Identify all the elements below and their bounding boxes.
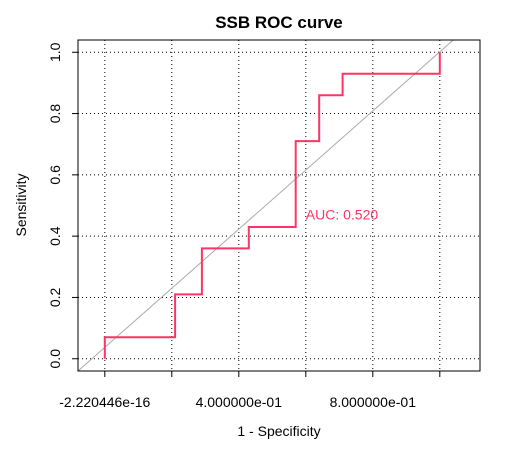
y-axis-label: Sensitivity [13, 173, 29, 236]
y-tick-label-3: 0.6 [47, 165, 63, 185]
plot-area: AUC: 0.520 -2.220446e-16 4.000000e-01 8.000… [47, 39, 481, 410]
x-axis-label: 1 - Specificity [237, 423, 320, 439]
y-tick-label-1: 0.2 [47, 288, 63, 308]
y-tick-label-2: 0.4 [47, 226, 63, 246]
auc-annotation: AUC: 0.520 [306, 207, 379, 223]
chart-title: SSB ROC curve [215, 13, 343, 32]
roc-curve-line-0 [103, 52, 441, 359]
x-tick-label-0: -2.220446e-16 [59, 394, 150, 410]
x-tick-label-4: 8.000000e-01 [330, 394, 417, 410]
x-tick-label-2: 4.000000e-01 [196, 394, 283, 410]
y-tick-label-0: 0.0 [47, 349, 63, 369]
y-tick-label-5: 1.0 [47, 42, 63, 62]
reference-diagonal [77, 39, 454, 372]
plot-frame [77, 39, 481, 372]
y-tick-label-4: 0.8 [47, 104, 63, 124]
